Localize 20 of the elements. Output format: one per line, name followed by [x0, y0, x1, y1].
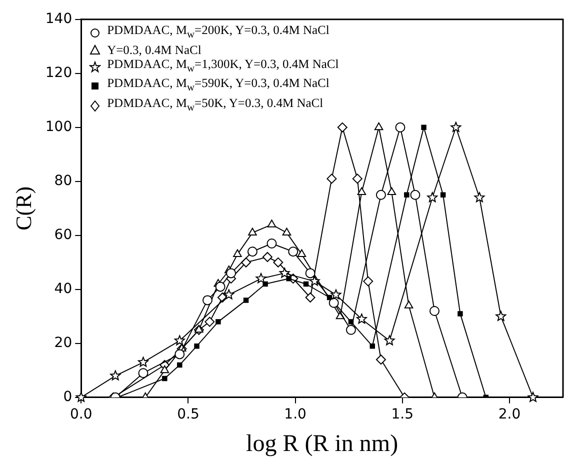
legend-label: PDMDAAC, M$_{w}$=200K, Y=0.3, 0.4M NaCl: [107, 23, 330, 43]
x-tick-label: 1.0: [284, 406, 306, 422]
legend-label: PDMDAAC, M$_{w}$=50K, Y=0.3, 0.4M NaCl: [107, 96, 324, 116]
x-axis-title: log R (R in nm): [246, 430, 398, 457]
x-tick-label: 0.5: [177, 406, 200, 422]
y-tick-label: 20: [54, 335, 72, 352]
legend-label: Y=0.3, 0.4M NaCl: [107, 42, 202, 57]
y-tick-label: 60: [54, 227, 72, 244]
legend-label: PDMDAAC, M$_{w}$=1,300K, Y=0.3, 0.4M NaCl: [107, 56, 339, 76]
y-tick-label: 0: [63, 389, 72, 406]
legend-label: PDMDAAC, M$_{w}$=590K, Y=0.3, 0.4M NaCl: [107, 76, 330, 96]
x-tick-label: 0.0: [70, 406, 92, 422]
x-tick-label: 2.0: [498, 406, 521, 422]
y-tick-label: 140: [45, 11, 72, 28]
y-axis-title: C(R): [10, 186, 36, 230]
y-tick-label: 100: [45, 119, 72, 136]
y-tick-label: 80: [54, 173, 72, 190]
y-tick-label: 40: [54, 281, 72, 298]
x-tick-label: 1.5: [391, 406, 414, 422]
y-tick-label: 120: [45, 65, 72, 82]
